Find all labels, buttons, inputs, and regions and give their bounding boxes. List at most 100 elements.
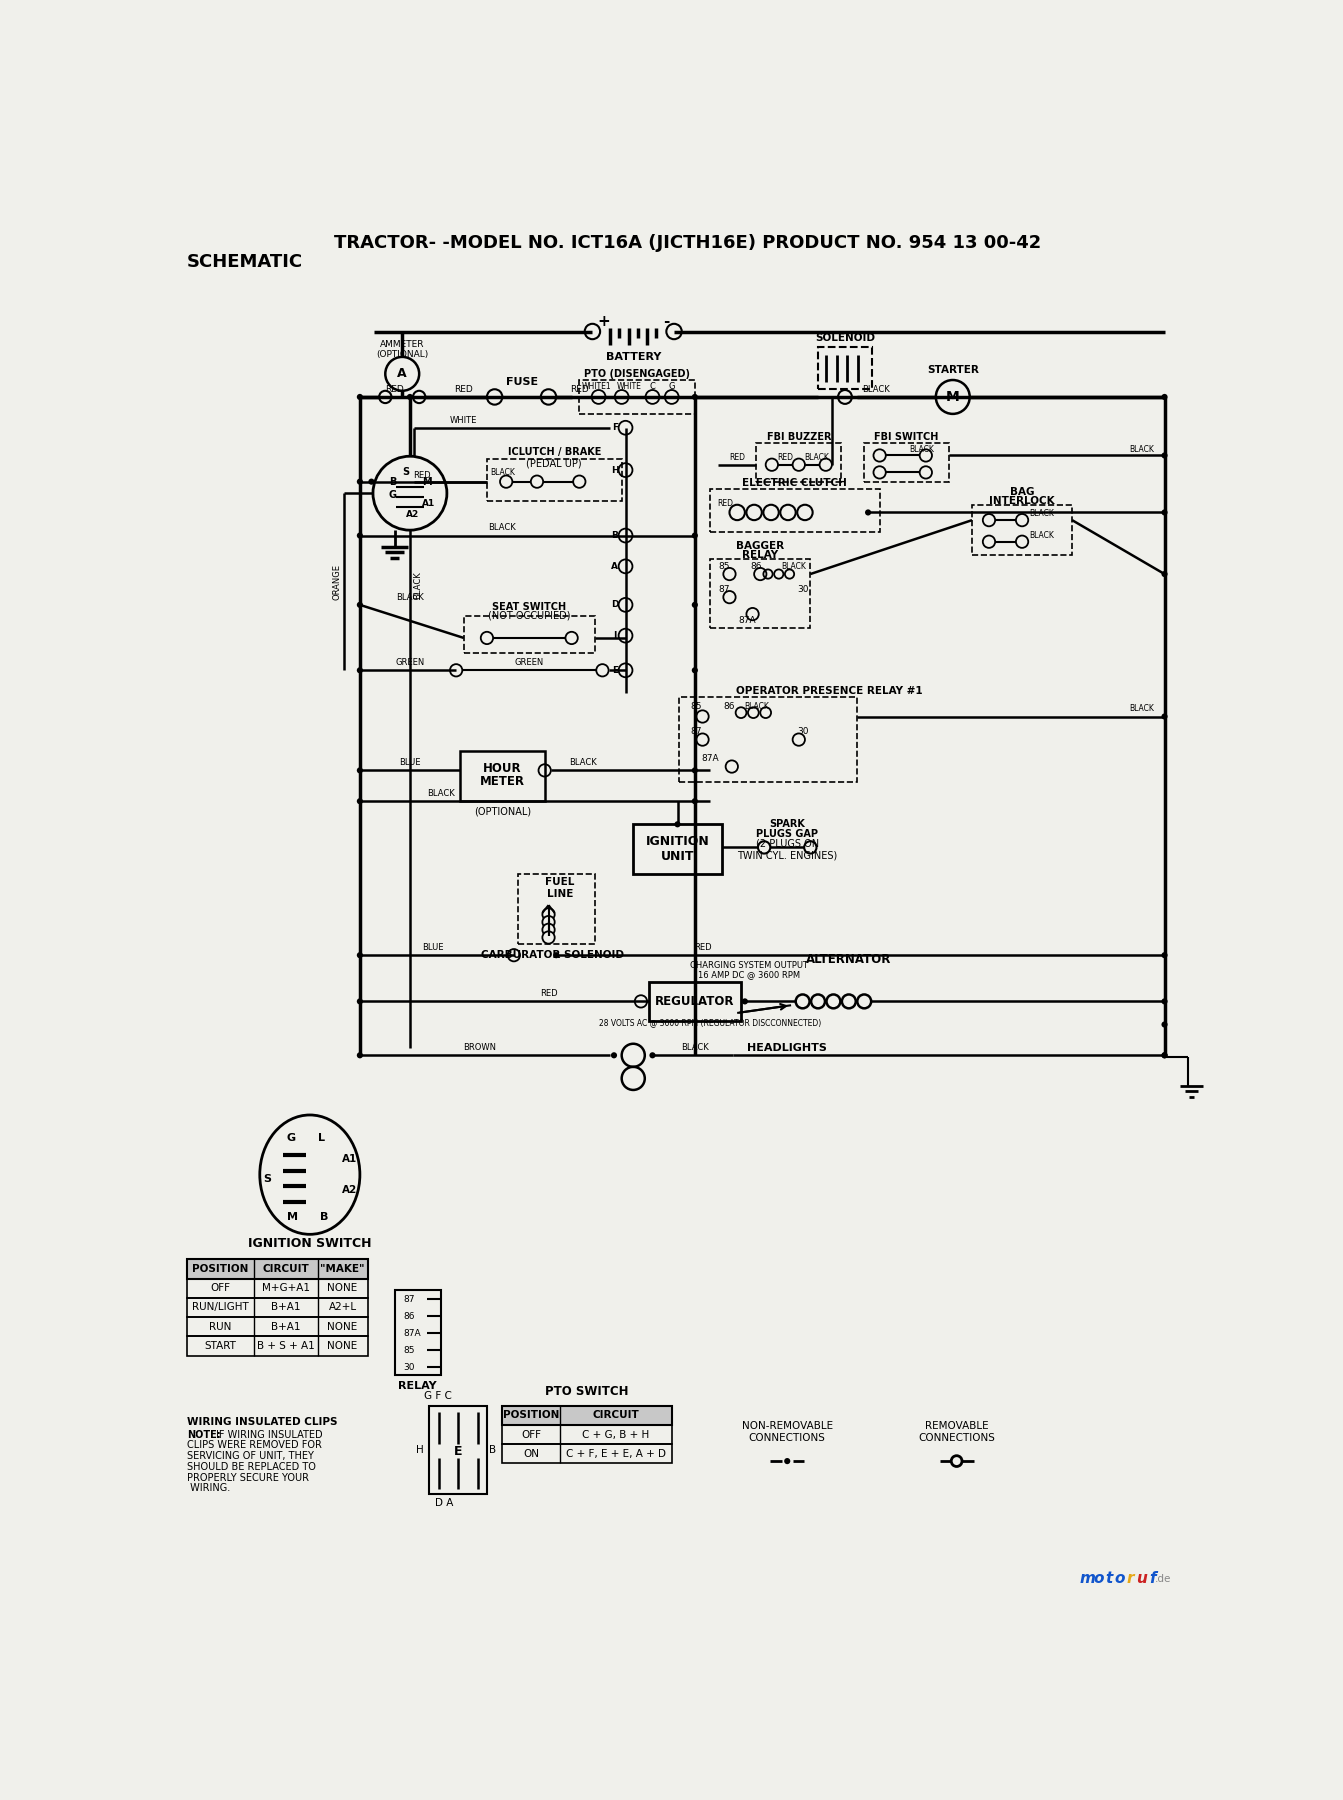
Circle shape [692, 797, 698, 805]
Text: (PEDAL UP): (PEDAL UP) [526, 459, 582, 470]
Text: PTO SWITCH: PTO SWITCH [545, 1386, 629, 1399]
Text: B+A1: B+A1 [271, 1321, 301, 1332]
Text: RED: RED [694, 943, 712, 952]
Text: C + G, B + H: C + G, B + H [583, 1429, 650, 1440]
Text: METER: METER [479, 776, 525, 788]
Text: CLIPS WERE REMOVED FOR: CLIPS WERE REMOVED FOR [187, 1440, 321, 1451]
Text: A: A [611, 562, 618, 571]
Bar [972, 504, 1072, 554]
Text: BAG: BAG [1010, 488, 1034, 497]
Circle shape [1162, 1053, 1167, 1058]
Text: NON-REMOVABLE
CONNECTIONS: NON-REMOVABLE CONNECTIONS [741, 1420, 833, 1442]
Circle shape [1162, 571, 1167, 578]
Circle shape [357, 999, 363, 1004]
Text: TRACTOR- -MODEL NO. ICT16A (JICTH16E) PRODUCT NO. 954 13 00-42: TRACTOR- -MODEL NO. ICT16A (JICTH16E) PR… [334, 234, 1042, 252]
Bar [488, 459, 622, 500]
Text: r: r [1127, 1571, 1135, 1586]
Text: 87A: 87A [701, 754, 719, 763]
Text: G: G [286, 1132, 295, 1143]
Text: WIRING.: WIRING. [187, 1483, 230, 1494]
Bar [502, 1406, 672, 1426]
Text: CHARGING SYSTEM OUTPUT: CHARGING SYSTEM OUTPUT [690, 961, 807, 970]
Text: BLACK: BLACK [1029, 509, 1054, 518]
Bar [502, 1444, 672, 1463]
Circle shape [1162, 1021, 1167, 1028]
Text: -: - [663, 313, 670, 329]
Text: +: + [598, 313, 610, 329]
Text: G: G [389, 490, 398, 500]
Text: NOTE:: NOTE: [187, 1429, 220, 1440]
Circle shape [692, 601, 698, 608]
Text: B: B [611, 531, 618, 540]
Text: G: G [669, 382, 676, 391]
Text: RED: RED [778, 452, 794, 461]
Text: ORANGE: ORANGE [332, 563, 341, 599]
Text: E: E [454, 1445, 462, 1458]
Circle shape [1162, 509, 1167, 515]
Text: SERVICING OF UNIT, THEY: SERVICING OF UNIT, THEY [187, 1451, 313, 1462]
Text: A2: A2 [342, 1184, 357, 1195]
Text: RED: RED [569, 385, 588, 394]
Text: IF WIRING INSULATED: IF WIRING INSULATED [216, 1429, 322, 1440]
Text: CARBURATOR SOLENOID: CARBURATOR SOLENOID [481, 950, 624, 959]
Circle shape [1162, 713, 1167, 720]
Text: BLACK: BLACK [782, 562, 806, 571]
Bar [187, 1278, 368, 1298]
Text: o: o [1115, 1571, 1125, 1586]
Circle shape [692, 668, 698, 673]
Text: D A: D A [435, 1498, 454, 1508]
Text: REGULATOR: REGULATOR [655, 995, 735, 1008]
Text: t: t [1105, 1571, 1113, 1586]
Text: OFF: OFF [211, 1283, 231, 1292]
Text: BLACK: BLACK [427, 788, 455, 797]
Text: BLACK: BLACK [681, 1044, 709, 1051]
Text: BLACK: BLACK [1129, 704, 1154, 713]
Text: BLACK: BLACK [490, 468, 514, 477]
Text: BLACK: BLACK [804, 452, 829, 461]
Text: POSITION: POSITION [192, 1264, 248, 1274]
Text: B: B [489, 1445, 496, 1454]
Text: D: D [611, 601, 619, 610]
Text: RUN: RUN [210, 1321, 232, 1332]
Text: BLUE: BLUE [399, 758, 420, 767]
Circle shape [1162, 452, 1167, 459]
Circle shape [553, 952, 559, 958]
Text: u: u [1136, 1571, 1147, 1586]
Text: PTO (DISENGAGED): PTO (DISENGAGED) [584, 369, 690, 378]
Circle shape [1162, 394, 1167, 400]
Text: UNIT: UNIT [661, 850, 694, 864]
Text: B: B [389, 477, 396, 486]
Text: (NOT OCCUPIED): (NOT OCCUPIED) [488, 610, 571, 621]
Circle shape [650, 1053, 655, 1058]
Text: FUEL: FUEL [545, 877, 575, 887]
Text: ON: ON [524, 1449, 539, 1458]
Bar [463, 616, 595, 653]
Circle shape [357, 952, 363, 958]
Text: BAGGER: BAGGER [736, 542, 784, 551]
Text: 85: 85 [404, 1346, 415, 1355]
Text: C: C [650, 382, 655, 391]
Text: BLACK: BLACK [862, 385, 889, 394]
Text: RED: RED [412, 472, 430, 481]
Text: "MAKE": "MAKE" [321, 1264, 365, 1274]
Text: LINE: LINE [547, 889, 573, 898]
Text: BROWN: BROWN [463, 1044, 496, 1051]
Text: TWIN CYL. ENGINES): TWIN CYL. ENGINES) [737, 850, 837, 860]
Text: WIRING INSULATED CLIPS: WIRING INSULATED CLIPS [187, 1417, 337, 1427]
Circle shape [543, 923, 555, 936]
Text: INTERLOCK: INTERLOCK [990, 495, 1054, 506]
Text: SEAT SWITCH: SEAT SWITCH [493, 603, 567, 612]
Circle shape [543, 909, 555, 920]
Text: PROPERLY SECURE YOUR: PROPERLY SECURE YOUR [187, 1472, 309, 1483]
Text: 87: 87 [690, 727, 702, 736]
Circle shape [692, 767, 698, 774]
Text: BLACK: BLACK [744, 702, 770, 711]
Text: BLACK: BLACK [569, 758, 598, 767]
Bar [187, 1260, 368, 1278]
Circle shape [357, 797, 363, 805]
Text: CIRCUIT: CIRCUIT [263, 1264, 309, 1274]
Text: M: M [287, 1211, 298, 1222]
Circle shape [784, 1458, 790, 1463]
Text: ICLUTCH / BRAKE: ICLUTCH / BRAKE [508, 448, 602, 457]
Text: SHOULD BE REPLACED TO: SHOULD BE REPLACED TO [187, 1462, 316, 1472]
